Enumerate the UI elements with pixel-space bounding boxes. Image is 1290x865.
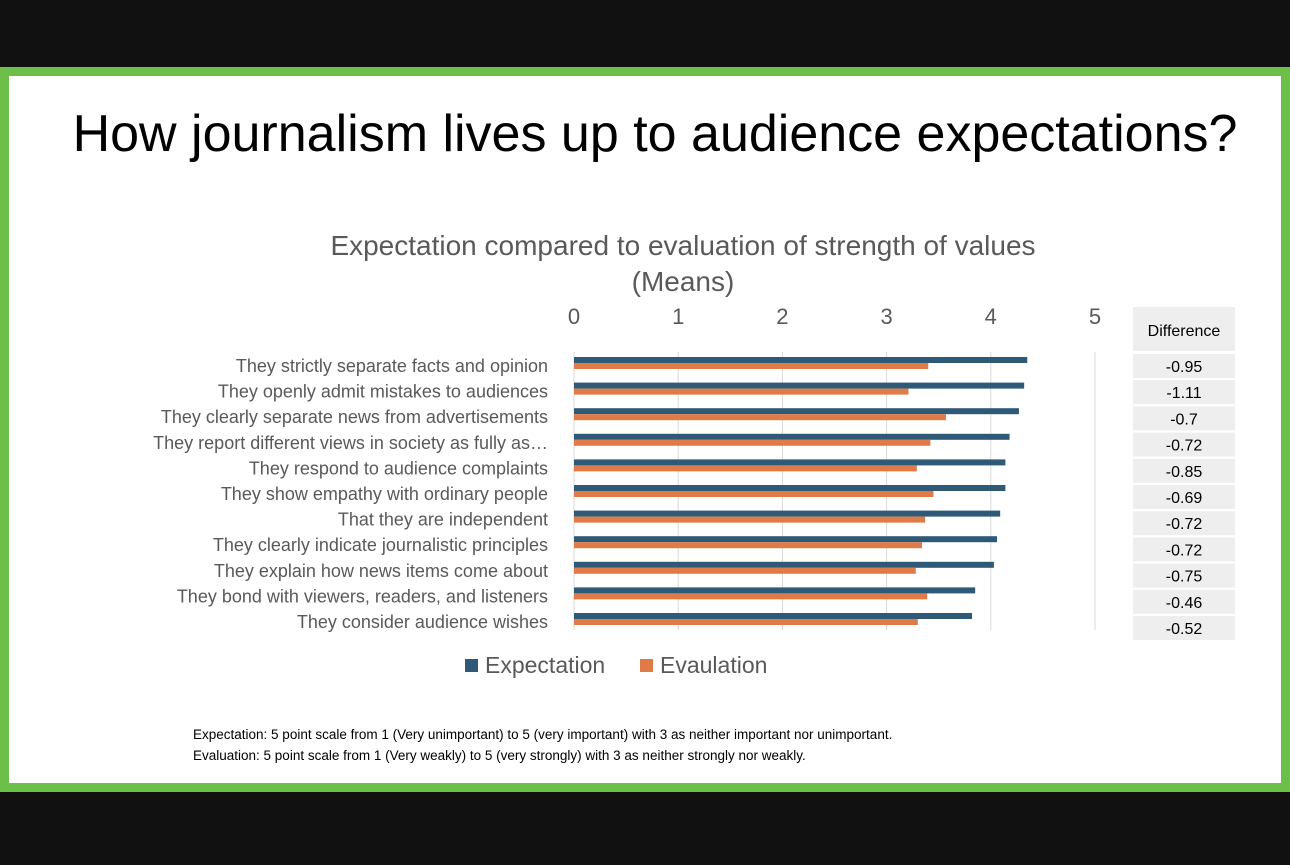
footnote-expectation: Expectation: 5 point scale from 1 (Very … [193,727,893,742]
bar-evaluation [574,542,923,549]
difference-value: -1.11 [1166,385,1201,402]
chart-title-subtitle: (Means) [631,266,735,297]
category-label: They report different views in society a… [153,433,548,453]
category-label: They bond with viewers, readers, and lis… [177,586,548,606]
category-label: They explain how news items come about [214,561,548,581]
category-label: They consider audience wishes [297,612,548,632]
difference-cell [1133,380,1235,405]
difference-value: -0.75 [1166,569,1203,586]
x-tick-label: 5 [1089,304,1101,329]
difference-value: -0.72 [1166,516,1203,533]
bar-expectation [574,613,973,619]
x-tick-label: 4 [985,304,997,329]
bar-evaluation [574,593,928,600]
legend-swatch [640,659,653,672]
slide-frame [0,67,1290,792]
difference-cell [1133,616,1235,640]
difference-value: -0.46 [1166,595,1203,612]
bar-expectation [574,587,976,594]
category-label: That they are independent [338,510,548,530]
bar-evaluation [574,619,918,625]
bar-expectation [574,382,1025,389]
x-tick-label: 2 [776,304,788,329]
x-axis-ticks: 0 1 2 3 4 5 [568,304,1101,329]
category-label: They strictly separate facts and opinion [236,356,548,376]
category-label: They clearly indicate journalistic princ… [213,535,548,555]
difference-cell [1133,537,1235,562]
difference-value: -0.72 [1166,438,1203,455]
x-tick-label: 3 [880,304,892,329]
bar-expectation [574,510,1001,517]
difference-cell [1133,354,1235,378]
difference-value: -0.72 [1166,542,1203,559]
difference-table: Difference -0.95 -1.11 -0.7 -0.72 -0.85 -0.69 -… [1133,307,1235,640]
difference-cell [1133,589,1235,614]
x-tick-label: 1 [672,304,684,329]
bar-evaluation [574,516,926,523]
legend-swatch [465,659,478,672]
bar-expectation [574,459,1006,466]
chart-title: Expectation compared to evaluation of st… [290,228,1076,300]
difference-cell [1133,458,1235,483]
difference-value: -0.52 [1166,621,1203,638]
difference-cell [1133,432,1235,457]
category-label: They openly admit mistakes to audiences [218,382,548,402]
bar-expectation [574,433,1010,440]
legend-label: Evaulation [660,652,767,678]
bar-evaluation [574,414,946,421]
bar-expectation [574,485,1006,491]
x-tick-label: 0 [568,304,580,329]
bar-evaluation [574,439,931,446]
bar-expectation [574,357,1028,363]
bar-expectation [574,408,1019,415]
category-label: They clearly separate news from advertis… [161,407,548,427]
difference-cell [1133,485,1235,509]
chart-title-main: Expectation compared to evaluation of st… [330,230,1036,261]
category-labels: They strictly separate facts and opinion… [153,356,548,632]
bar-evaluation [574,567,916,574]
bar-evaluation [574,491,934,497]
slide-title: How journalism lives up to audience expe… [72,105,1238,163]
footnote-evaluation: Evaluation: 5 point scale from 1 (Very w… [193,748,806,763]
difference-value: -0.95 [1166,359,1203,376]
bar-evaluation [574,388,909,395]
bar-expectation [574,561,994,568]
difference-cell [1133,406,1235,431]
category-label: They respond to audience complaints [249,458,548,478]
bar-evaluation [574,363,929,369]
bars [574,357,1028,625]
difference-header: Difference [1148,323,1221,340]
category-label: They show empathy with ordinary people [221,484,548,504]
difference-value: -0.7 [1170,411,1198,428]
difference-header-cell [1133,307,1235,351]
legend-label: Expectation [485,652,605,678]
legend: Expectation Evaulation [465,652,767,678]
bar-evaluation [574,465,917,472]
bar-expectation [574,536,998,543]
difference-cell [1133,563,1235,588]
difference-value: -0.85 [1166,464,1203,481]
difference-cell [1133,511,1235,536]
difference-value: -0.69 [1166,490,1203,507]
